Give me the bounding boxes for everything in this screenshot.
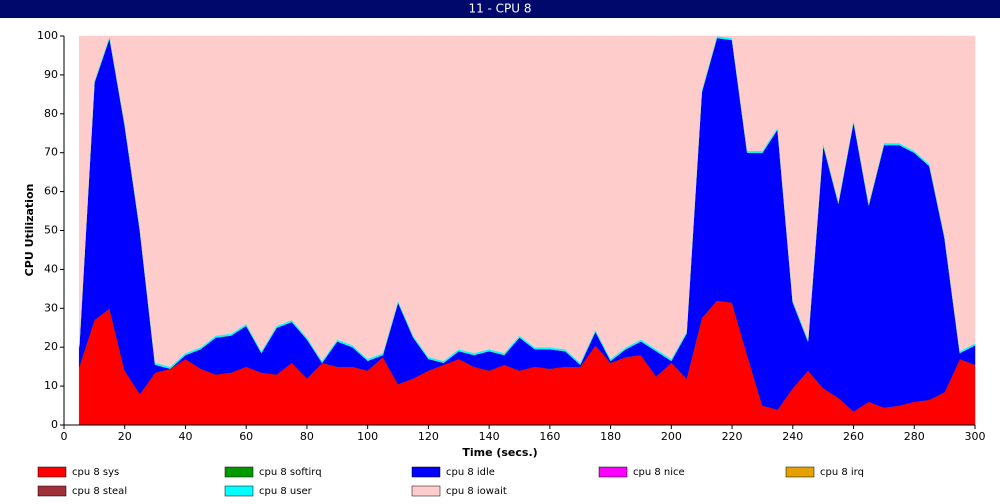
x-tick-label: 260 <box>843 430 864 443</box>
y-tick-label: 80 <box>44 107 58 120</box>
legend-swatch <box>224 485 254 497</box>
x-tick-label: 160 <box>539 430 560 443</box>
legend-label: cpu 8 softirq <box>259 467 322 478</box>
y-tick-label: 10 <box>44 379 58 392</box>
y-tick-label: 60 <box>44 185 58 198</box>
x-tick-label: 280 <box>904 430 925 443</box>
x-tick-label: 220 <box>722 430 743 443</box>
legend-label: cpu 8 user <box>259 486 313 497</box>
y-tick-label: 50 <box>44 224 58 237</box>
x-tick-label: 180 <box>600 430 621 443</box>
legend-label: cpu 8 irq <box>820 467 864 478</box>
x-tick-label: 100 <box>357 430 378 443</box>
x-axis-label: Time (secs.) <box>462 446 537 459</box>
x-tick-label: 300 <box>965 430 986 443</box>
y-tick-label: 20 <box>44 340 58 353</box>
y-tick-label: 70 <box>44 146 58 159</box>
x-tick-label: 60 <box>239 430 253 443</box>
x-tick-label: 200 <box>661 430 682 443</box>
legend-label: cpu 8 iowait <box>446 486 507 497</box>
legend-swatch <box>411 466 441 478</box>
legend-swatch <box>598 466 628 478</box>
x-tick-label: 140 <box>479 430 500 443</box>
x-tick-label: 0 <box>61 430 68 443</box>
y-tick-label: 40 <box>44 262 58 275</box>
y-tick-label: 0 <box>51 418 58 431</box>
x-tick-label: 20 <box>118 430 132 443</box>
y-tick-label: 90 <box>44 68 58 81</box>
legend-swatch <box>37 485 67 497</box>
legend-swatch <box>37 466 67 478</box>
y-axis-label: CPU Utilization <box>23 184 36 277</box>
x-tick-label: 40 <box>178 430 192 443</box>
legend-label: cpu 8 idle <box>446 467 495 478</box>
legend-label: cpu 8 steal <box>72 486 127 497</box>
y-tick-label: 100 <box>37 29 58 42</box>
x-tick-label: 80 <box>300 430 314 443</box>
legend-swatch <box>785 466 815 478</box>
legend-label: cpu 8 sys <box>72 467 119 478</box>
chart-title: 11 - CPU 8 <box>468 2 531 16</box>
legend-swatch <box>411 485 441 497</box>
y-tick-label: 30 <box>44 301 58 314</box>
legend-swatch <box>224 466 254 478</box>
area <box>78 35 976 367</box>
title-bar <box>0 0 1000 18</box>
x-tick-label: 120 <box>418 430 439 443</box>
legend-label: cpu 8 nice <box>633 467 685 478</box>
x-tick-label: 240 <box>782 430 803 443</box>
